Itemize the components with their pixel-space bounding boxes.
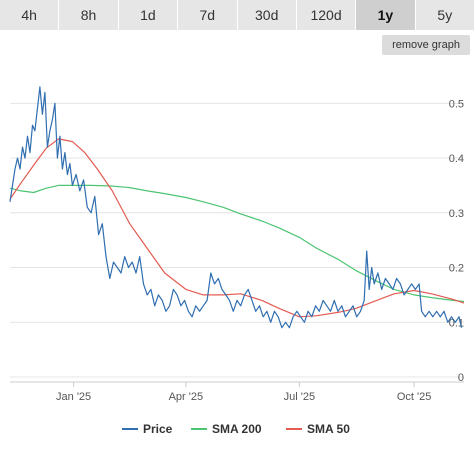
legend-label-price: Price bbox=[143, 422, 173, 436]
remove-graph-button[interactable]: remove graph bbox=[382, 35, 470, 55]
x-tick-label-2: Jul '25 bbox=[284, 391, 315, 403]
tab-7d[interactable]: 7d bbox=[178, 0, 238, 30]
tab-1y[interactable]: 1y bbox=[356, 0, 416, 30]
y-tick-label-4: 0.4 bbox=[449, 153, 464, 165]
tab-8h[interactable]: 8h bbox=[59, 0, 119, 30]
y-tick-label-0: 0 bbox=[458, 372, 464, 384]
tab-4h[interactable]: 4h bbox=[0, 0, 60, 30]
y-tick-label-3: 0.3 bbox=[449, 208, 464, 220]
y-tick-label-5: 0.5 bbox=[449, 98, 464, 110]
y-tick-label-2: 0.2 bbox=[449, 263, 464, 275]
x-tick-label-1: Apr '25 bbox=[169, 391, 204, 403]
tab-1d[interactable]: 1d bbox=[118, 0, 179, 30]
tab-5y[interactable]: 5y bbox=[415, 0, 474, 30]
tab-120d[interactable]: 120d bbox=[296, 0, 357, 30]
legend-label-sma-200: SMA 200 bbox=[212, 422, 262, 436]
x-tick-label-3: Oct '25 bbox=[397, 391, 432, 403]
range-tabs: 4h 8h 1d 7d 30d 120d 1y 5y bbox=[0, 0, 474, 30]
series-line-sma-200 bbox=[9, 184, 465, 303]
legend-label-sma-50: SMA 50 bbox=[307, 422, 350, 436]
tab-30d[interactable]: 30d bbox=[237, 0, 297, 30]
series-line-sma-50 bbox=[9, 138, 465, 318]
x-tick-label-0: Jan '25 bbox=[56, 391, 91, 403]
series-line-price bbox=[9, 86, 463, 329]
